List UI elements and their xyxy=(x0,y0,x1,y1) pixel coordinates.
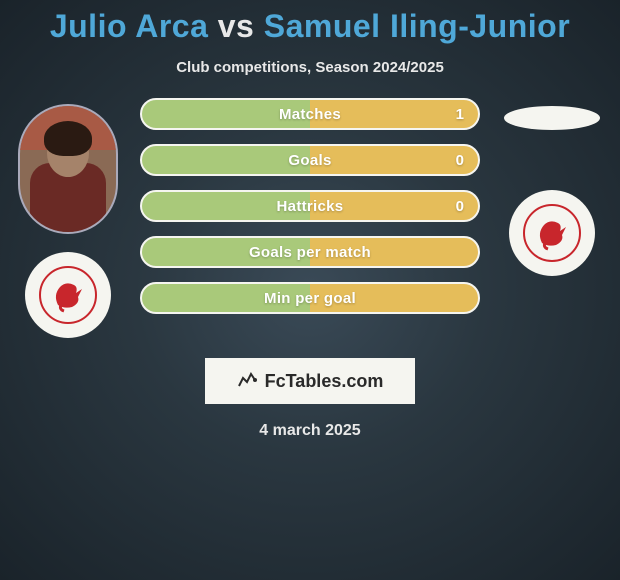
player2-photo-placeholder xyxy=(504,106,600,130)
stat-label: Matches xyxy=(279,106,341,123)
player1-club-badge xyxy=(25,252,111,338)
stat-row-hattricks: Hattricks 0 xyxy=(140,190,480,222)
club-crest-icon xyxy=(38,265,98,325)
stat-row-matches: Matches 1 xyxy=(140,98,480,130)
brand-text: FcTables.com xyxy=(265,371,384,392)
stat-row-goals: Goals 0 xyxy=(140,144,480,176)
player1-name: Julio Arca xyxy=(50,8,209,44)
subtitle: Club competitions, Season 2024/2025 xyxy=(0,59,620,76)
stat-row-goals-per-match: Goals per match xyxy=(140,236,480,268)
stat-value-right: 0 xyxy=(456,198,464,215)
stat-value-right: 0 xyxy=(456,152,464,169)
stat-label: Goals per match xyxy=(249,244,371,261)
vs-text: vs xyxy=(218,8,255,44)
left-player-column xyxy=(8,104,128,338)
player2-club-badge xyxy=(509,190,595,276)
date-text: 4 march 2025 xyxy=(0,422,620,440)
stat-row-min-per-goal: Min per goal xyxy=(140,282,480,314)
right-player-column xyxy=(492,104,612,276)
brand-attribution: FcTables.com xyxy=(205,358,415,404)
stats-column: Matches 1 Goals 0 Hattricks 0 Goals per … xyxy=(128,98,492,314)
player1-photo xyxy=(18,104,118,234)
stat-label: Goals xyxy=(288,152,331,169)
player2-name: Samuel Iling-Junior xyxy=(264,8,570,44)
page-title: Julio Arca vs Samuel Iling-Junior xyxy=(0,0,620,45)
stat-label: Min per goal xyxy=(264,290,356,307)
club-crest-icon xyxy=(522,203,582,263)
comparison-row: Matches 1 Goals 0 Hattricks 0 Goals per … xyxy=(0,104,620,338)
brand-icon xyxy=(237,368,259,395)
stat-label: Hattricks xyxy=(277,198,344,215)
stat-value-right: 1 xyxy=(456,106,464,123)
